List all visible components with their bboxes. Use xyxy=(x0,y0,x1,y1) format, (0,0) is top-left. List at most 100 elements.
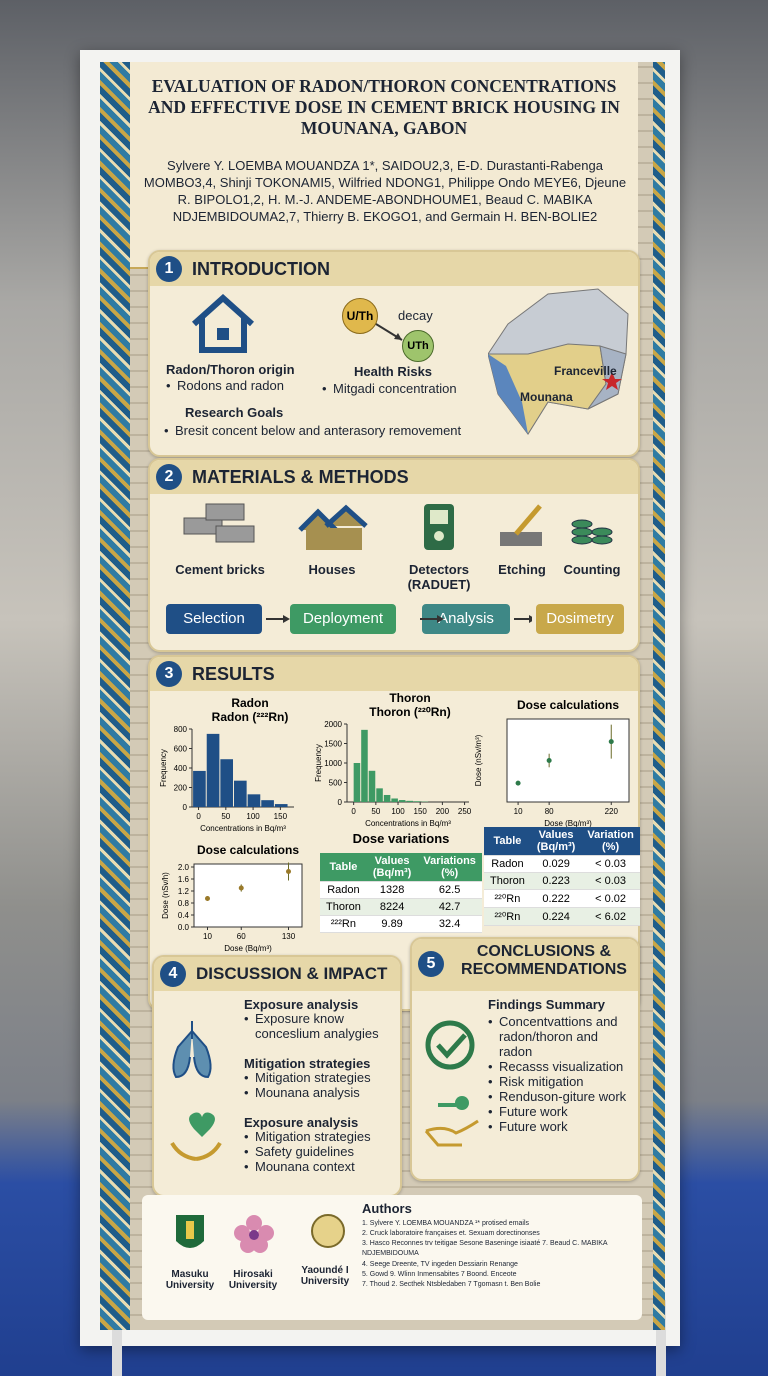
section-number: 4 xyxy=(160,961,186,987)
y-tick-label: 800 xyxy=(174,725,188,734)
author-line: 7. Thoud 2. Secthek Ntsbledaben 7 Tgomas… xyxy=(362,1280,541,1288)
findings-title: Findings Summary xyxy=(488,997,606,1012)
x-tick-label: 100 xyxy=(391,807,405,816)
logo-label: Yaoundé I University xyxy=(300,1265,350,1287)
table-cell: 0.224 xyxy=(530,907,582,926)
chart-title: Radon xyxy=(231,696,268,710)
method-icons xyxy=(183,503,613,550)
border-pattern xyxy=(100,62,130,1330)
table-row: ²²²Rn 9.89 32.4 xyxy=(320,915,482,933)
header-cell: Table xyxy=(484,827,531,856)
chart-title: Radon (²²²Rn) xyxy=(212,710,289,724)
author-line: 5. Gowd 9. Wlinn Inmensabites 7 Boond. E… xyxy=(362,1270,517,1278)
bullet: Mitigation strategies xyxy=(244,1129,394,1145)
x-tick-label: 60 xyxy=(237,932,246,941)
method-label: Counting xyxy=(563,562,621,577)
hist-bar xyxy=(261,800,274,807)
bullet: Bresit concent below and anterasory remo… xyxy=(164,423,461,439)
method-label: Cement bricks xyxy=(175,562,265,577)
table-cell: 62.5 xyxy=(417,881,482,899)
point xyxy=(286,869,291,874)
origin-title: Radon/Thoron origin xyxy=(166,362,295,377)
method-label: Detectors (RADUET) xyxy=(407,562,471,592)
hist-bar xyxy=(206,733,220,807)
goals-title: Research Goals xyxy=(185,405,284,420)
point xyxy=(546,758,552,763)
logo-label: Hirosaki University xyxy=(228,1269,278,1291)
group-title: Exposure analysis xyxy=(244,1114,359,1130)
x-tick-label: 10 xyxy=(514,807,523,816)
author-line: 2. Cruck laboratoire françaises et. Sexu… xyxy=(362,1230,540,1238)
x-tick-label: 10 xyxy=(203,932,212,941)
x-tick-label: 0 xyxy=(196,812,201,821)
table-row: Radon 0.029 < 0.03 xyxy=(484,855,640,873)
table-cell: Thoron xyxy=(484,872,531,890)
table-cell: 32.4 xyxy=(417,915,482,933)
bullet: Recasss visualization xyxy=(488,1059,634,1075)
table-row: Thoron 0.223 < 0.03 xyxy=(484,872,640,890)
section-heading: INTRODUCTION xyxy=(192,259,330,279)
bullet: Mitgadi concentration xyxy=(322,381,457,397)
section-band xyxy=(150,252,638,286)
hist-bar xyxy=(383,794,391,802)
y-axis-label: Dose (nSv/h) xyxy=(161,872,170,919)
y-tick-label: 1500 xyxy=(324,740,342,749)
table-row: Thoron 8224 42.7 xyxy=(320,898,482,916)
point xyxy=(238,885,244,891)
hist-bar xyxy=(274,804,288,807)
hist-bar xyxy=(361,729,368,802)
table-cell: 0.223 xyxy=(530,872,582,890)
stand-pole xyxy=(112,1300,122,1376)
bullet: Mounana context xyxy=(244,1159,394,1175)
section-band xyxy=(412,939,638,991)
header-cell: Table xyxy=(320,853,367,882)
conclusion-icons xyxy=(424,1020,479,1147)
intro-panel: 1 INTRODUCTION Radon/Thoron origin Rodon… xyxy=(148,250,640,457)
bullet: Rodons and radon xyxy=(166,378,284,394)
step: Selection xyxy=(166,604,262,634)
table-cell: ²²⁰Rn xyxy=(484,907,531,926)
poster: EVALUATION OF RADON/THORON CONCENTRATION… xyxy=(100,62,665,1330)
hist-bar xyxy=(413,801,421,802)
y-tick-label: 400 xyxy=(174,764,188,773)
hist-bar xyxy=(376,788,383,802)
method-label: Houses xyxy=(308,562,356,577)
section-heading: DISCUSSION & IMPACT xyxy=(196,964,388,983)
bullet: Exposure know conceslium analygies xyxy=(244,1011,394,1042)
author-line: 3. Hasco Reconnes trv teitigae Sesone Ba… xyxy=(362,1240,608,1258)
x-tick-label: 50 xyxy=(371,807,380,816)
bullet: Concentvattions and radon/thoron and rad… xyxy=(488,1014,634,1060)
x-tick-label: 250 xyxy=(458,807,472,816)
x-tick-label: 200 xyxy=(436,807,450,816)
author-line: 4. Seege Dreente, TV ingeden Dessiarin R… xyxy=(362,1260,518,1268)
chart-title: Thoron xyxy=(389,691,430,705)
table-cell: 0.029 xyxy=(530,855,582,873)
chart-title: Dose calculations xyxy=(517,698,619,712)
hist-bar xyxy=(247,794,261,807)
map-city: Franceville xyxy=(554,364,617,378)
y-tick-label: 600 xyxy=(174,745,188,754)
discussion-icons xyxy=(170,1021,222,1161)
hist-bar xyxy=(406,800,413,802)
variations-table: Table Values (Bq/m³) Variations (%) Radon 13… xyxy=(320,853,482,933)
y-tick-label: 0.4 xyxy=(178,911,190,920)
bullet: Future work xyxy=(488,1104,634,1120)
poster-footer: Masuku University Hirosaki University Ya… xyxy=(142,1195,642,1320)
y-tick-label: 2.0 xyxy=(178,863,190,872)
bullet-list: Exposure know conceslium analygies xyxy=(244,1011,394,1042)
section-heading: RESULTS xyxy=(192,664,275,684)
stand-pole xyxy=(656,1300,666,1376)
hist-bar xyxy=(368,770,376,802)
chart-title: Thoron (²²⁰Rn) xyxy=(369,705,450,719)
hist-bar xyxy=(391,798,398,802)
y-tick-label: 2000 xyxy=(324,720,342,729)
bullet: Renduson-giture work xyxy=(488,1089,634,1105)
section-band xyxy=(154,957,400,991)
table-header: Table Values (Bq/m³) Variation (%) xyxy=(484,827,640,856)
table-header: Table Values (Bq/m³) Variations (%) xyxy=(320,853,482,882)
y-tick-label: 1000 xyxy=(324,759,342,768)
x-tick-label: 130 xyxy=(282,932,296,941)
group-title: Mitigation strategies xyxy=(244,1055,371,1071)
y-tick-label: 500 xyxy=(329,779,343,788)
